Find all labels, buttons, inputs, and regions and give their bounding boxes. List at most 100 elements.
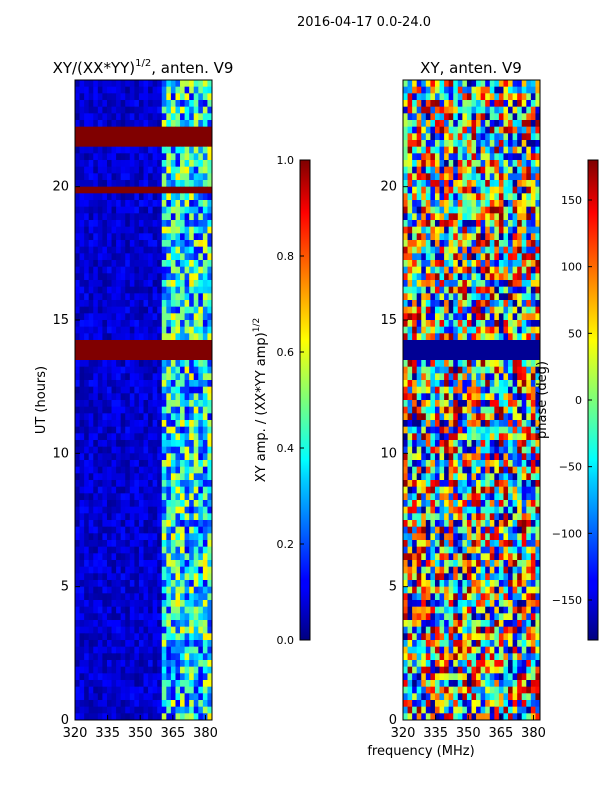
heatmap-cell xyxy=(189,253,195,261)
heatmap-cell xyxy=(170,513,176,521)
heatmap-cell xyxy=(202,453,208,461)
heatmap-cell xyxy=(535,360,541,368)
heatmap-cell xyxy=(512,220,518,228)
heatmap-cell xyxy=(102,526,108,534)
heatmap-cell xyxy=(412,493,418,501)
heatmap-cell xyxy=(202,380,208,388)
heatmap-cell xyxy=(97,693,103,701)
heatmap-cell xyxy=(125,206,131,214)
heatmap-cell xyxy=(193,693,199,701)
heatmap-cell xyxy=(84,220,90,228)
heatmap-cell xyxy=(138,446,144,454)
heatmap-cell xyxy=(189,126,195,134)
heatmap-cell xyxy=(457,246,463,254)
heatmap-cell xyxy=(180,106,185,114)
heatmap-cell xyxy=(466,360,472,368)
heatmap-cell xyxy=(403,253,408,261)
heatmap-cell xyxy=(425,466,431,474)
heatmap-cell xyxy=(471,146,477,154)
heatmap-cell xyxy=(157,86,163,94)
heatmap-cell xyxy=(75,386,80,394)
heatmap-cell xyxy=(180,680,185,688)
heatmap-cell xyxy=(180,533,185,541)
heatmap-cell xyxy=(403,313,408,321)
heatmap-cell xyxy=(425,393,431,401)
heatmap-cell xyxy=(120,260,126,268)
heatmap-cell xyxy=(97,246,103,254)
heatmap-cell xyxy=(434,246,440,254)
heatmap-cell xyxy=(439,166,445,174)
heatmap-cell xyxy=(166,226,172,234)
heatmap-cell xyxy=(530,220,536,228)
heatmap-cell xyxy=(129,606,135,614)
heatmap-cell xyxy=(116,453,122,461)
heatmap-cell xyxy=(84,213,90,221)
heatmap-cell xyxy=(202,106,208,114)
heatmap-cell xyxy=(530,146,536,154)
heatmap-cell xyxy=(84,580,90,588)
heatmap-cell xyxy=(462,86,468,94)
heatmap-cell xyxy=(184,480,190,488)
heatmap-cell xyxy=(498,293,504,301)
heatmap-cell xyxy=(439,120,445,128)
heatmap-cell xyxy=(88,280,94,288)
heatmap-cell xyxy=(193,640,199,648)
heatmap-cell xyxy=(421,393,427,401)
heatmap-cell xyxy=(193,260,199,268)
heatmap-cell xyxy=(184,573,190,581)
heatmap-cell xyxy=(170,413,176,421)
heatmap-cell xyxy=(512,486,518,494)
heatmap-cell xyxy=(157,360,163,368)
heatmap-cell xyxy=(84,93,90,101)
heatmap-cell xyxy=(421,520,427,528)
heatmap-cell xyxy=(494,406,500,414)
heatmap-cell xyxy=(125,620,131,628)
heatmap-cell xyxy=(148,346,154,354)
heatmap-cell xyxy=(166,86,172,94)
heatmap-cell xyxy=(134,666,140,674)
heatmap-cell xyxy=(407,206,413,214)
heatmap-cell xyxy=(102,146,108,154)
heatmap-cell xyxy=(421,406,427,414)
heatmap-cell xyxy=(412,293,418,301)
heatmap-cell xyxy=(434,366,440,374)
heatmap-cell xyxy=(412,160,418,168)
heatmap-cell xyxy=(134,253,140,261)
heatmap-cell xyxy=(421,433,427,441)
heatmap-cell xyxy=(75,560,80,568)
heatmap-cell xyxy=(453,93,459,101)
heatmap-cell xyxy=(207,593,213,601)
heatmap-cell xyxy=(517,460,523,468)
heatmap-cell xyxy=(161,346,167,354)
heatmap-cell xyxy=(416,86,422,94)
heatmap-cell xyxy=(416,413,422,421)
heatmap-cell xyxy=(106,380,112,388)
heatmap-cell xyxy=(508,500,513,508)
heatmap-cell xyxy=(106,273,112,281)
heatmap-cell xyxy=(489,320,495,328)
heatmap-cell xyxy=(79,260,85,268)
heatmap-cell xyxy=(485,306,491,314)
heatmap-cell xyxy=(161,233,167,241)
heatmap-cell xyxy=(120,113,126,121)
heatmap-cell xyxy=(412,346,418,354)
heatmap-cell xyxy=(170,173,176,181)
heatmap-cell xyxy=(79,613,85,621)
heatmap-cell xyxy=(421,440,427,448)
heatmap-cell xyxy=(138,433,144,441)
heatmap-cell xyxy=(503,273,509,281)
heatmap-cell xyxy=(116,140,122,148)
heatmap-cell xyxy=(189,446,195,454)
heatmap-cell xyxy=(416,360,422,368)
heatmap-cell xyxy=(116,560,122,568)
heatmap-cell xyxy=(148,533,154,541)
heatmap-cell xyxy=(480,453,486,461)
heatmap-cell xyxy=(416,260,422,268)
heatmap-cell xyxy=(180,486,185,494)
heatmap-cell xyxy=(508,360,513,368)
heatmap-cell xyxy=(407,453,413,461)
heatmap-cell xyxy=(102,153,108,161)
heatmap-cell xyxy=(439,333,445,341)
heatmap-cell xyxy=(535,313,541,321)
heatmap-cell xyxy=(485,206,491,214)
